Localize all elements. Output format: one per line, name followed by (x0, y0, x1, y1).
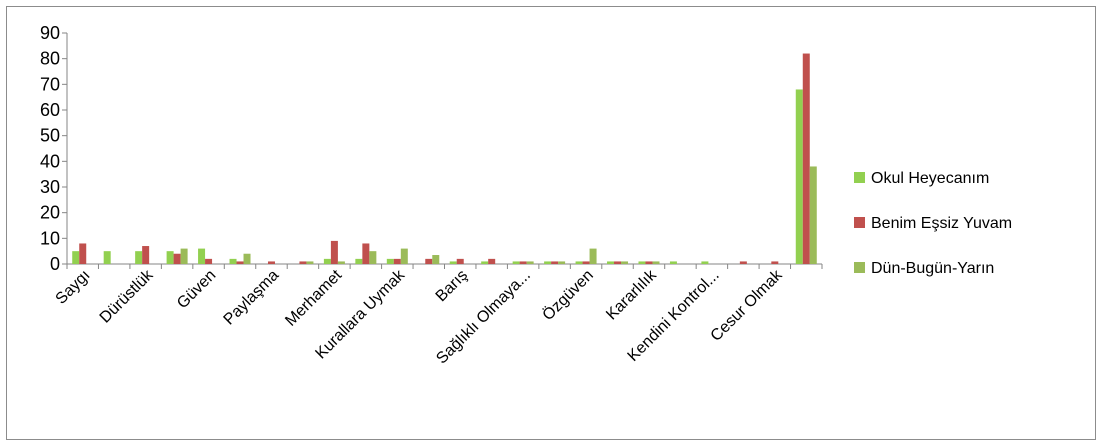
bar (180, 248, 188, 264)
bar (582, 261, 590, 264)
bar (267, 261, 275, 264)
bar (79, 243, 87, 264)
legend-swatch (854, 172, 865, 183)
bar (103, 251, 111, 264)
y-tick-label: 70 (40, 74, 60, 94)
bar (166, 251, 174, 264)
x-tick-label: Kararlılık (603, 266, 660, 323)
y-tick-label: 40 (40, 151, 60, 171)
bar (205, 258, 213, 264)
bar (400, 248, 408, 264)
bar (306, 261, 314, 264)
axes: 0 10 20 30 40 50 60 70 80 90 (40, 23, 823, 274)
bar (809, 166, 817, 264)
legend: Okul Heyecanım Benim Eşsiz Yuvam Dün-Bugün… (854, 170, 1012, 277)
x-tick-label: Paylaşma (221, 267, 283, 329)
y-tick-label: 30 (40, 177, 60, 197)
legend-label: Dün-Bugün-Yarın (871, 260, 994, 277)
bar (229, 258, 237, 264)
bar (526, 261, 534, 264)
x-tick-label: Dürüstlük (97, 266, 158, 327)
bar (621, 261, 629, 264)
bar (558, 261, 566, 264)
bar (142, 246, 150, 264)
bar (607, 261, 615, 264)
bar (645, 261, 653, 264)
bar (393, 258, 401, 264)
bar (519, 261, 527, 264)
bar (173, 253, 181, 264)
legend-label: Okul Heyecanım (871, 170, 989, 187)
bar (72, 251, 80, 264)
x-tick-label: Merhamet (282, 266, 345, 329)
y-tick-label: 10 (40, 228, 60, 248)
y-tick-label: 60 (40, 100, 60, 120)
bar (236, 261, 244, 264)
bar (575, 261, 583, 264)
bar (449, 261, 457, 264)
bar (551, 261, 559, 264)
bar (432, 255, 440, 264)
bar (739, 261, 747, 264)
bar (481, 261, 489, 264)
bar (544, 261, 552, 264)
bar (355, 258, 363, 264)
bar (369, 251, 377, 264)
bar (652, 261, 660, 264)
chart-frame (6, 6, 1096, 440)
bar (701, 261, 709, 264)
bar (337, 261, 345, 264)
bar (512, 261, 520, 264)
bar (589, 248, 597, 264)
bar (386, 258, 394, 264)
bar (198, 248, 206, 264)
bar (299, 261, 307, 264)
bar (614, 261, 622, 264)
bar (135, 251, 143, 264)
bar (323, 258, 331, 264)
y-tick-label: 0 (50, 254, 60, 274)
bar (638, 261, 646, 264)
bar (243, 253, 251, 264)
bar (771, 261, 779, 264)
bar (425, 258, 433, 264)
bar (362, 243, 370, 264)
y-tick-label: 20 (40, 203, 60, 223)
bar (795, 89, 803, 264)
y-tick-label: 90 (40, 23, 60, 43)
x-tick-label: Özgüven (539, 266, 597, 324)
bars (72, 53, 817, 265)
y-tick-label: 80 (40, 49, 60, 69)
x-tick-label: Barış (433, 267, 471, 305)
labels: Saygı Dürüstlük Güven Paylaşma MerhametKural… (53, 266, 787, 367)
bar (488, 258, 496, 264)
bar (669, 261, 677, 264)
legend-swatch (854, 217, 865, 228)
bar (330, 240, 338, 264)
x-tick-label: Güven (174, 267, 219, 312)
legend-swatch (854, 262, 865, 273)
bar (802, 53, 810, 265)
bar (456, 258, 464, 264)
y-tick-label: 50 (40, 126, 60, 146)
legend-label: Benim Eşsiz Yuvam (871, 215, 1012, 232)
